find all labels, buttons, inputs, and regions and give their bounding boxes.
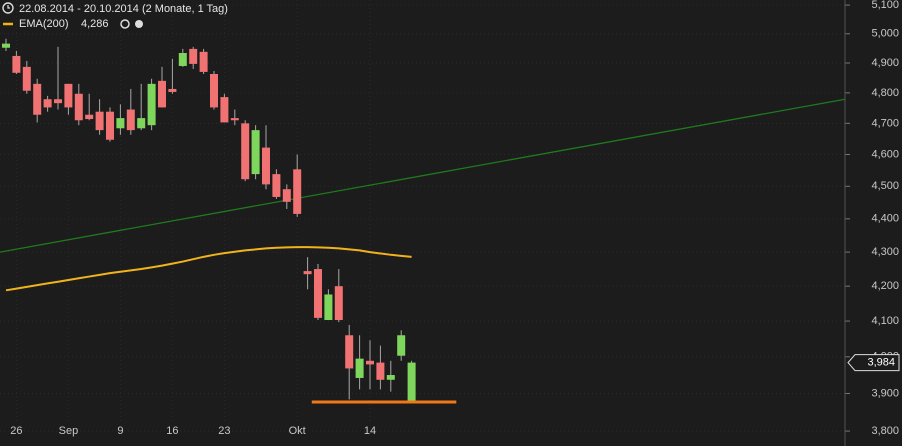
candle-body [178, 53, 187, 66]
candle-body [376, 362, 385, 380]
candle-body [12, 55, 21, 73]
y-tick-label: 3,900 [871, 387, 899, 399]
candle-body [314, 269, 322, 318]
candle-body [158, 80, 166, 108]
y-tick-label: 5,000 [871, 28, 899, 40]
candle-body [33, 83, 42, 115]
x-tick-label: Sep [59, 425, 79, 437]
price-tag [847, 354, 900, 372]
ema-line [5, 246, 412, 292]
candle-body [126, 109, 135, 131]
x-tick-label: 16 [166, 425, 178, 437]
y-tick-label: 4,400 [871, 213, 899, 225]
candle-body [397, 335, 406, 356]
y-tick-label: 5,100 [871, 0, 899, 11]
clock-icon [2, 2, 14, 14]
candle-body [106, 111, 114, 140]
y-tick-label: 4,200 [871, 280, 899, 292]
legend-label[interactable]: EMA(200) [19, 18, 69, 30]
legend-value: 4,286 [81, 18, 109, 30]
candle-body [43, 99, 52, 108]
candle-body [303, 271, 312, 275]
candle-body [272, 174, 281, 197]
candle-body [282, 189, 291, 202]
candle-body [355, 358, 364, 378]
y-tick-label: 4,300 [871, 246, 899, 258]
x-tick-label: 9 [117, 425, 123, 437]
y-tick-label: 4,500 [871, 180, 899, 192]
date-range: 22.08.2014 - 20.10.2014 (2 Monate, 1 Tag… [19, 3, 228, 15]
candle-body [210, 73, 218, 108]
candle-body [262, 147, 270, 185]
candle-body [116, 118, 125, 129]
candle-body [74, 93, 83, 121]
candle-body [366, 360, 374, 365]
trend-line [0, 98, 846, 253]
candle-body [230, 118, 239, 121]
candle-body [189, 48, 198, 64]
candle-body [324, 294, 333, 321]
x-tick-label: 14 [364, 425, 376, 437]
candle-body [64, 83, 73, 108]
clock-hand [7, 5, 10, 9]
x-tick-label: 23 [218, 425, 230, 437]
candle-body [345, 335, 354, 369]
y-tick-label: 4,900 [871, 57, 899, 69]
y-tick-label: 4,100 [871, 315, 899, 327]
y-tick-label: 3,800 [871, 425, 899, 437]
y-tick-label: 4,800 [871, 87, 899, 99]
candle-body [251, 130, 260, 175]
candle-body [147, 83, 156, 126]
candle-body [407, 362, 416, 402]
candle-body [22, 66, 31, 91]
candle-body [334, 286, 343, 321]
x-tick-label: 26 [10, 425, 22, 437]
y-tick-label: 4,600 [871, 148, 899, 160]
candle-body [85, 114, 94, 120]
candle-body [54, 99, 62, 104]
candle-body [386, 375, 395, 380]
price-tag-label: 3,984 [867, 357, 895, 369]
candle-body [2, 43, 10, 48]
y-tick-label: 4,700 [871, 117, 899, 129]
candle-body [241, 123, 250, 180]
settings-icon[interactable] [120, 19, 130, 29]
candle-body [137, 118, 146, 129]
candle-body [95, 111, 104, 131]
candle-body [199, 51, 208, 72]
candle-body [293, 169, 302, 214]
x-tick-label: Okt [289, 425, 306, 437]
candle-body [168, 88, 177, 92]
close-icon[interactable] [135, 20, 143, 28]
candle-body [220, 97, 229, 123]
